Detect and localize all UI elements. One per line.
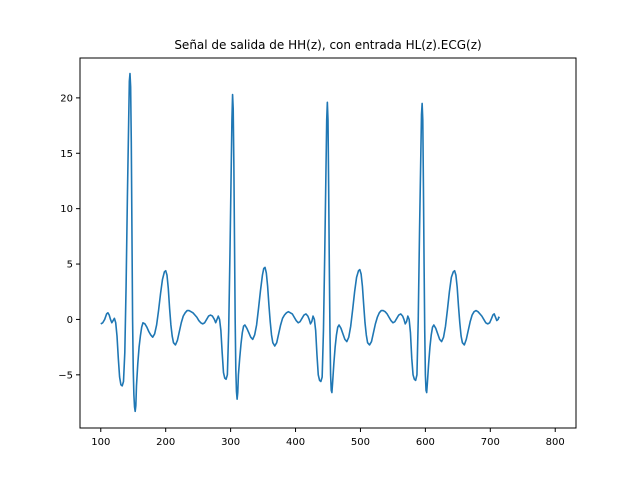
y-tick-label: 20 — [60, 93, 73, 104]
y-tick-label: 15 — [60, 149, 73, 160]
x-tick-label: 700 — [481, 437, 500, 448]
y-tick-label: 5 — [67, 260, 73, 271]
series-line-0 — [100, 72, 501, 413]
y-tick-label: −5 — [58, 370, 73, 381]
x-tick-label: 200 — [156, 437, 175, 448]
plot-frame — [79, 57, 577, 429]
x-tick-label: 300 — [221, 437, 240, 448]
axes: 100 200 300 400 500 600 700 800 −5 0 5 10 15 20 — [58, 93, 565, 448]
x-tick-label: 400 — [286, 437, 305, 448]
y-tick-label: 0 — [67, 315, 73, 326]
x-tick-label: 800 — [546, 437, 565, 448]
plot-area — [100, 72, 501, 413]
x-tick-label: 600 — [416, 437, 435, 448]
x-tick-label: 100 — [91, 437, 110, 448]
x-tick-label: 500 — [351, 437, 370, 448]
chart-title: Señal de salida de HH(z), con entrada HL… — [174, 38, 481, 52]
y-tick-label: 10 — [60, 204, 73, 215]
